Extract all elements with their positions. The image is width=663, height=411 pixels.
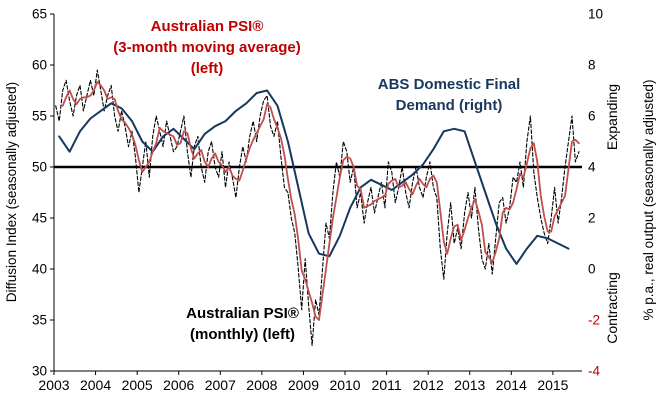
- annotation-psi-3mma-line1: Australian PSI®: [150, 18, 264, 35]
- annotation-abs-demand-line2: Demand (right): [395, 97, 503, 114]
- zone-label-expanding: Expanding: [604, 83, 620, 151]
- x-axis-tick-label: 2004: [80, 377, 111, 393]
- right-axis-tick-label: -4: [588, 364, 600, 379]
- annotation-psi-monthly: Australian PSI® (monthly) (left): [130, 303, 355, 345]
- annotation-psi-3mma-line2: (3-month moving average): [113, 39, 301, 56]
- right-axis-tick-label: 6: [588, 109, 596, 124]
- annotation-abs-demand: ABS Domestic Final Demand (right): [337, 74, 561, 116]
- x-axis-tick-label: 2011: [372, 377, 402, 393]
- series-psi-monthly: [55, 69, 580, 347]
- x-axis-tick-label: 2005: [122, 377, 153, 393]
- left-axis-tick-label: 45: [32, 211, 47, 226]
- x-axis-tick-label: 2009: [288, 377, 319, 393]
- left-axis-label: Diffusion Index (seasonally adjusted): [4, 81, 19, 303]
- right-axis-tick-label: 8: [588, 58, 596, 73]
- series-psi-3-month-moving-average: [61, 81, 580, 321]
- left-axis-tick-label: 30: [32, 364, 47, 379]
- right-axis-tick-label: 10: [588, 7, 603, 22]
- right-axis-tick-label: 2: [588, 211, 596, 226]
- annotation-psi-monthly-line1: Australian PSI®: [186, 305, 299, 322]
- right-axis-tick-label: 4: [588, 160, 596, 175]
- left-axis-tick-label: 55: [32, 109, 47, 124]
- zone-label-contracting: Contracting: [604, 272, 620, 344]
- series-abs-domestic-final-demand: [58, 89, 570, 265]
- left-axis-tick-label: 40: [32, 262, 47, 277]
- left-axis-tick-label: 60: [32, 58, 47, 73]
- right-axis-tick-label: 0: [588, 262, 596, 277]
- x-axis-tick-label: 2007: [205, 377, 236, 393]
- x-axis-tick-label: 2014: [496, 377, 527, 393]
- x-axis-tick-label: 2013: [454, 377, 485, 393]
- annotation-psi-monthly-line2: (monthly) (left): [190, 326, 295, 343]
- annotation-abs-demand-line1: ABS Domestic Final: [377, 76, 521, 93]
- x-axis-tick-label: 2010: [329, 377, 360, 393]
- annotation-psi-3mma: Australian PSI® (3-month moving average)…: [87, 16, 327, 79]
- right-axis-tick-label: -2: [588, 313, 600, 328]
- x-axis-tick-label: 2008: [246, 377, 277, 393]
- annotation-psi-3mma-line3: (left): [190, 60, 224, 77]
- x-axis-tick-label: 2003: [38, 377, 69, 393]
- x-axis-tick-label: 2015: [537, 377, 568, 393]
- left-axis-tick-label: 65: [32, 7, 47, 22]
- x-axis-tick-label: 2006: [163, 377, 194, 393]
- x-axis-tick-label: 2012: [413, 377, 444, 393]
- left-axis-tick-label: 50: [32, 160, 47, 175]
- left-axis-tick-label: 35: [32, 313, 47, 328]
- right-axis-label: % p.a., real output (seasonally adjusted…: [641, 79, 656, 321]
